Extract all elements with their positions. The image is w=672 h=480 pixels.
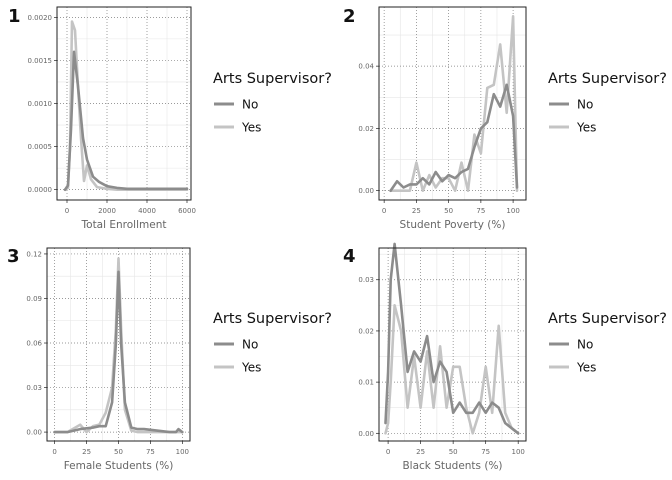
- legend-title: Arts Supervisor?: [548, 311, 667, 327]
- legend: Arts Supervisor? No Yes: [548, 311, 667, 375]
- panel-number: 4: [343, 246, 356, 267]
- panel-1: 0 2000 4000 6000 0.0000 0.0005 0.0010 0.0015 0.0…: [8, 6, 332, 231]
- y-tick-label: 0.09: [26, 295, 42, 303]
- x-tick-label: 0: [65, 207, 69, 215]
- legend-label-yes: Yes: [576, 121, 596, 135]
- legend-title: Arts Supervisor?: [213, 71, 332, 87]
- legend-label-yes: Yes: [241, 121, 261, 135]
- panel-number: 1: [8, 6, 21, 27]
- x-tick-label: 100: [176, 448, 189, 456]
- legend-title: Arts Supervisor?: [213, 311, 332, 327]
- series-line-no: [53, 270, 184, 434]
- y-tick-label: 0.12: [26, 250, 42, 258]
- legend-label-no: No: [242, 98, 258, 112]
- x-axis-label: Total Enrollment: [81, 219, 167, 231]
- legend-label-yes: Yes: [576, 361, 596, 375]
- series-line-yes: [63, 20, 189, 191]
- x-axis-label: Black Students (%): [402, 460, 502, 472]
- y-tick-label: 0.0005: [28, 143, 53, 151]
- y-tick-label: 0.0015: [28, 57, 53, 65]
- y-tick-label: 0.01: [358, 379, 374, 387]
- legend-label-no: No: [577, 338, 593, 352]
- legend-label-no: No: [242, 338, 258, 352]
- y-tick-label: 0.03: [26, 384, 42, 392]
- x-tick-label: 50: [449, 448, 458, 456]
- x-tick-label: 75: [476, 207, 485, 215]
- x-tick-label: 0: [52, 448, 56, 456]
- y-tick-label: 0.00: [358, 430, 374, 438]
- legend: Arts Supervisor? No Yes: [213, 71, 332, 135]
- series-line-no: [389, 83, 519, 192]
- x-tick-label: 50: [114, 448, 123, 456]
- panel-3: 0 25 50 75 100 0.00 0.03 0.06 0.09 0.12 Female Stu…: [7, 246, 332, 472]
- legend-label-yes: Yes: [241, 361, 261, 375]
- y-tick-label: 0.06: [26, 340, 42, 348]
- x-tick-label: 50: [444, 207, 453, 215]
- legend-title: Arts Supervisor?: [548, 71, 667, 87]
- series-line-no: [63, 50, 189, 191]
- legend-label-no: No: [577, 98, 593, 112]
- y-tick-label: 0.0010: [28, 100, 53, 108]
- series-line-yes: [389, 14, 519, 192]
- panel-number: 3: [7, 246, 20, 267]
- legend: Arts Supervisor? No Yes: [213, 311, 332, 375]
- series-line-yes: [384, 303, 520, 435]
- x-tick-label: 0: [386, 448, 390, 456]
- series-line-no: [384, 242, 520, 435]
- y-tick-label: 0.00: [358, 187, 374, 195]
- x-tick-label: 100: [512, 448, 525, 456]
- x-tick-label: 0: [382, 207, 386, 215]
- y-tick-label: 0.02: [358, 327, 374, 335]
- panel-4: 0 25 50 75 100 0.00 0.01 0.02 0.03 Black Students…: [343, 242, 667, 472]
- x-tick-label: 25: [416, 448, 425, 456]
- y-tick-label: 0.04: [358, 63, 374, 71]
- panel-number: 2: [343, 6, 356, 27]
- x-tick-label: 6000: [178, 207, 196, 215]
- y-tick-label: 0.0020: [28, 14, 53, 22]
- y-tick-label: 0.02: [358, 125, 374, 133]
- y-tick-label: 0.03: [358, 276, 374, 284]
- plot-frame: [378, 6, 527, 201]
- x-tick-label: 75: [481, 448, 490, 456]
- y-tick-label: 0.0000: [28, 186, 53, 194]
- x-tick-label: 100: [506, 207, 519, 215]
- panel-2: 0 25 50 75 100 0.00 0.02 0.04 Student Poverty (%…: [343, 6, 667, 231]
- x-axis-label: Student Poverty (%): [400, 219, 506, 231]
- x-tick-label: 25: [82, 448, 91, 456]
- plot-frame: [378, 247, 527, 442]
- legend: Arts Supervisor? No Yes: [548, 71, 667, 135]
- y-tick-label: 0.00: [26, 429, 42, 437]
- x-tick-label: 4000: [138, 207, 156, 215]
- x-tick-label: 2000: [98, 207, 116, 215]
- x-tick-label: 25: [412, 207, 421, 215]
- x-axis-label: Female Students (%): [64, 460, 174, 472]
- x-tick-label: 75: [146, 448, 155, 456]
